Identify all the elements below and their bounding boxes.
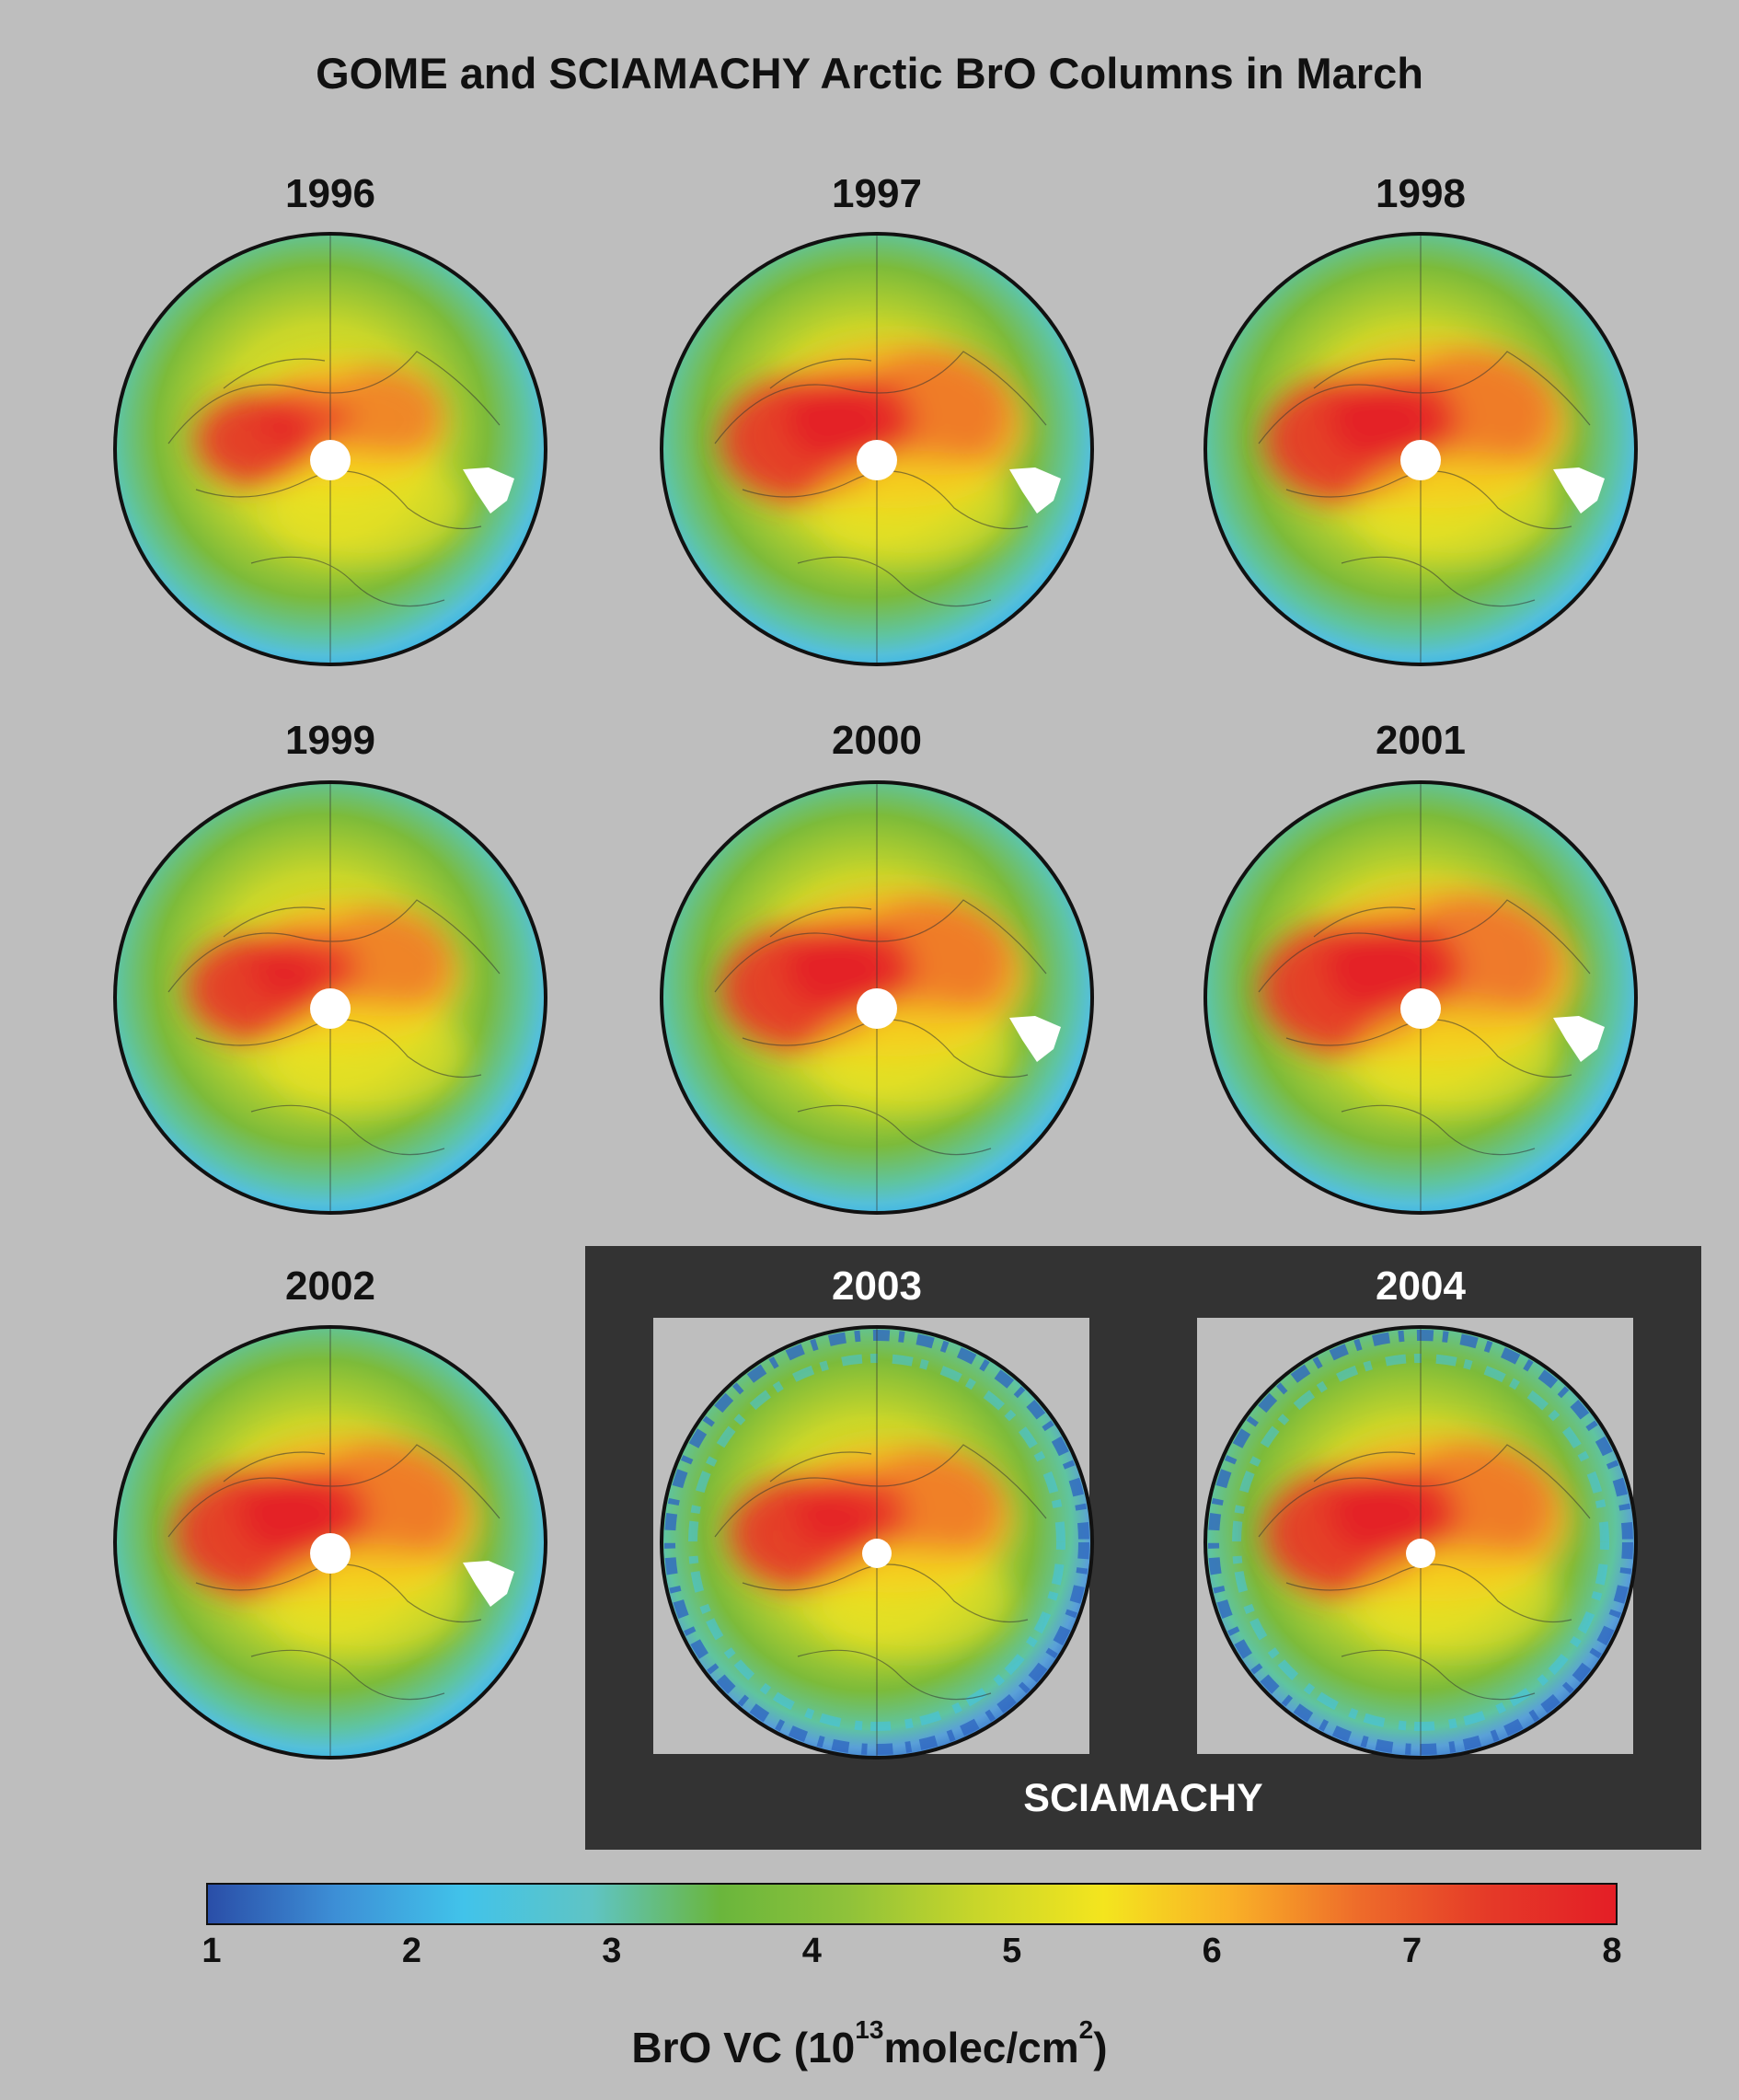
colorbar-tick: 8 [1602,1932,1622,1970]
polar-map [113,232,547,666]
colorbar-tick: 4 [801,1932,822,1970]
colorbar [206,1883,1618,1925]
colorbar-tick: 7 [1401,1932,1422,1970]
colorbar-tick: 2 [401,1932,421,1970]
colorbar-tick: 5 [1002,1932,1022,1970]
colorbar-label-units: molec/cm [883,2024,1079,2071]
panel-year-label: 2002 [285,1263,375,1309]
colorbar-label: BrO VC (1013molec/cm2) [0,2017,1739,2072]
colorbar-label-suffix: ) [1093,2024,1108,2071]
panel-year-label: 1998 [1376,171,1466,216]
panel-year-label: 2001 [1376,718,1466,763]
colorbar-tick: 6 [1202,1932,1222,1970]
colorbar-label-sup2: 2 [1078,2015,1094,2044]
panel-year-label: 1996 [285,171,375,216]
polar-map [113,1325,547,1760]
panel-year-label: 2004 [1376,1263,1466,1309]
sciamachy-label: SCIAMACHY [1023,1776,1263,1820]
colorbar-tick: 1 [202,1932,222,1970]
figure-title: GOME and SCIAMACHY Arctic BrO Columns in… [316,49,1423,98]
panel-year-label: 1997 [832,171,922,216]
polar-map [1203,780,1638,1215]
polar-map [660,1325,1094,1760]
polar-map [660,780,1094,1215]
polar-map [113,780,547,1215]
polar-map [660,232,1094,666]
polar-map [1203,1325,1638,1760]
panel-year-label: 2003 [832,1263,922,1309]
panel-year-label: 2000 [832,718,922,763]
polar-map [1203,232,1638,666]
colorbar-label-prefix: BrO VC (10 [631,2024,856,2071]
colorbar-tick: 3 [602,1932,622,1970]
panel-year-label: 1999 [285,718,375,763]
colorbar-label-exponent: 13 [855,2015,884,2044]
